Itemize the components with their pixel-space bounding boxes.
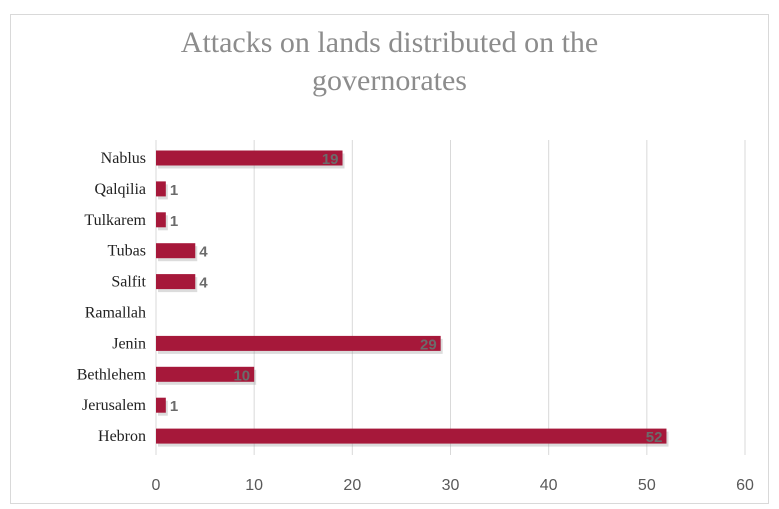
- x-tick-labels: 0 10 20 30 40 50 60: [152, 477, 754, 494]
- bar-jerusalem: [156, 397, 166, 413]
- category-labels: Nablus Qalqilia Tulkarem Tubas Salfit Ramalla…: [77, 150, 147, 445]
- data-label-salfit: 4: [199, 275, 208, 292]
- x-tick-label-40: 40: [540, 477, 558, 494]
- bar-jenin: [156, 335, 441, 351]
- category-label-jerusalem: Jerusalem: [82, 397, 147, 414]
- category-label-ramallah: Ramallah: [85, 305, 146, 322]
- data-label-hebron: 52: [646, 429, 663, 446]
- data-label-jerusalem: 1: [170, 398, 178, 415]
- data-label-qalqilia: 1: [170, 182, 178, 199]
- data-label-tulkarem: 1: [170, 213, 178, 230]
- chart-frame: [10, 14, 769, 504]
- gridlines: [155, 140, 746, 455]
- x-tick-label-60: 60: [736, 477, 754, 494]
- category-label-qalqilia: Qalqilia: [94, 181, 146, 198]
- x-tick-label-50: 50: [638, 477, 656, 494]
- chart-title: Attacks on lands distributed on the gove…: [180, 26, 599, 97]
- bar-hebron: [156, 428, 667, 444]
- category-label-tulkarem: Tulkarem: [84, 212, 146, 229]
- bar-salfit: [156, 274, 196, 290]
- category-label-salfit: Salfit: [111, 274, 146, 291]
- bar-bethlehem: [156, 366, 255, 382]
- category-label-nablus: Nablus: [101, 150, 146, 167]
- data-label-tubas: 4: [199, 244, 208, 261]
- x-tick-label-0: 0: [152, 477, 161, 494]
- x-tick-label-10: 10: [245, 477, 263, 494]
- bars: [156, 150, 669, 447]
- data-label-jenin: 29: [420, 336, 437, 353]
- category-label-jenin: Jenin: [112, 335, 146, 352]
- data-labels: 19 1 1 4 4 29 10 1 52: [170, 151, 663, 446]
- data-label-bethlehem: 10: [233, 367, 250, 384]
- x-tick-label-30: 30: [442, 477, 460, 494]
- bar-qalqilia: [156, 181, 166, 197]
- bar-tulkarem: [156, 212, 166, 228]
- category-label-bethlehem: Bethlehem: [77, 366, 147, 383]
- bar-tubas: [156, 243, 196, 259]
- bar-nablus: [156, 150, 343, 166]
- category-label-hebron: Hebron: [98, 428, 146, 445]
- x-tick-label-20: 20: [343, 477, 361, 494]
- data-label-nablus: 19: [322, 151, 339, 168]
- category-label-tubas: Tubas: [107, 243, 146, 260]
